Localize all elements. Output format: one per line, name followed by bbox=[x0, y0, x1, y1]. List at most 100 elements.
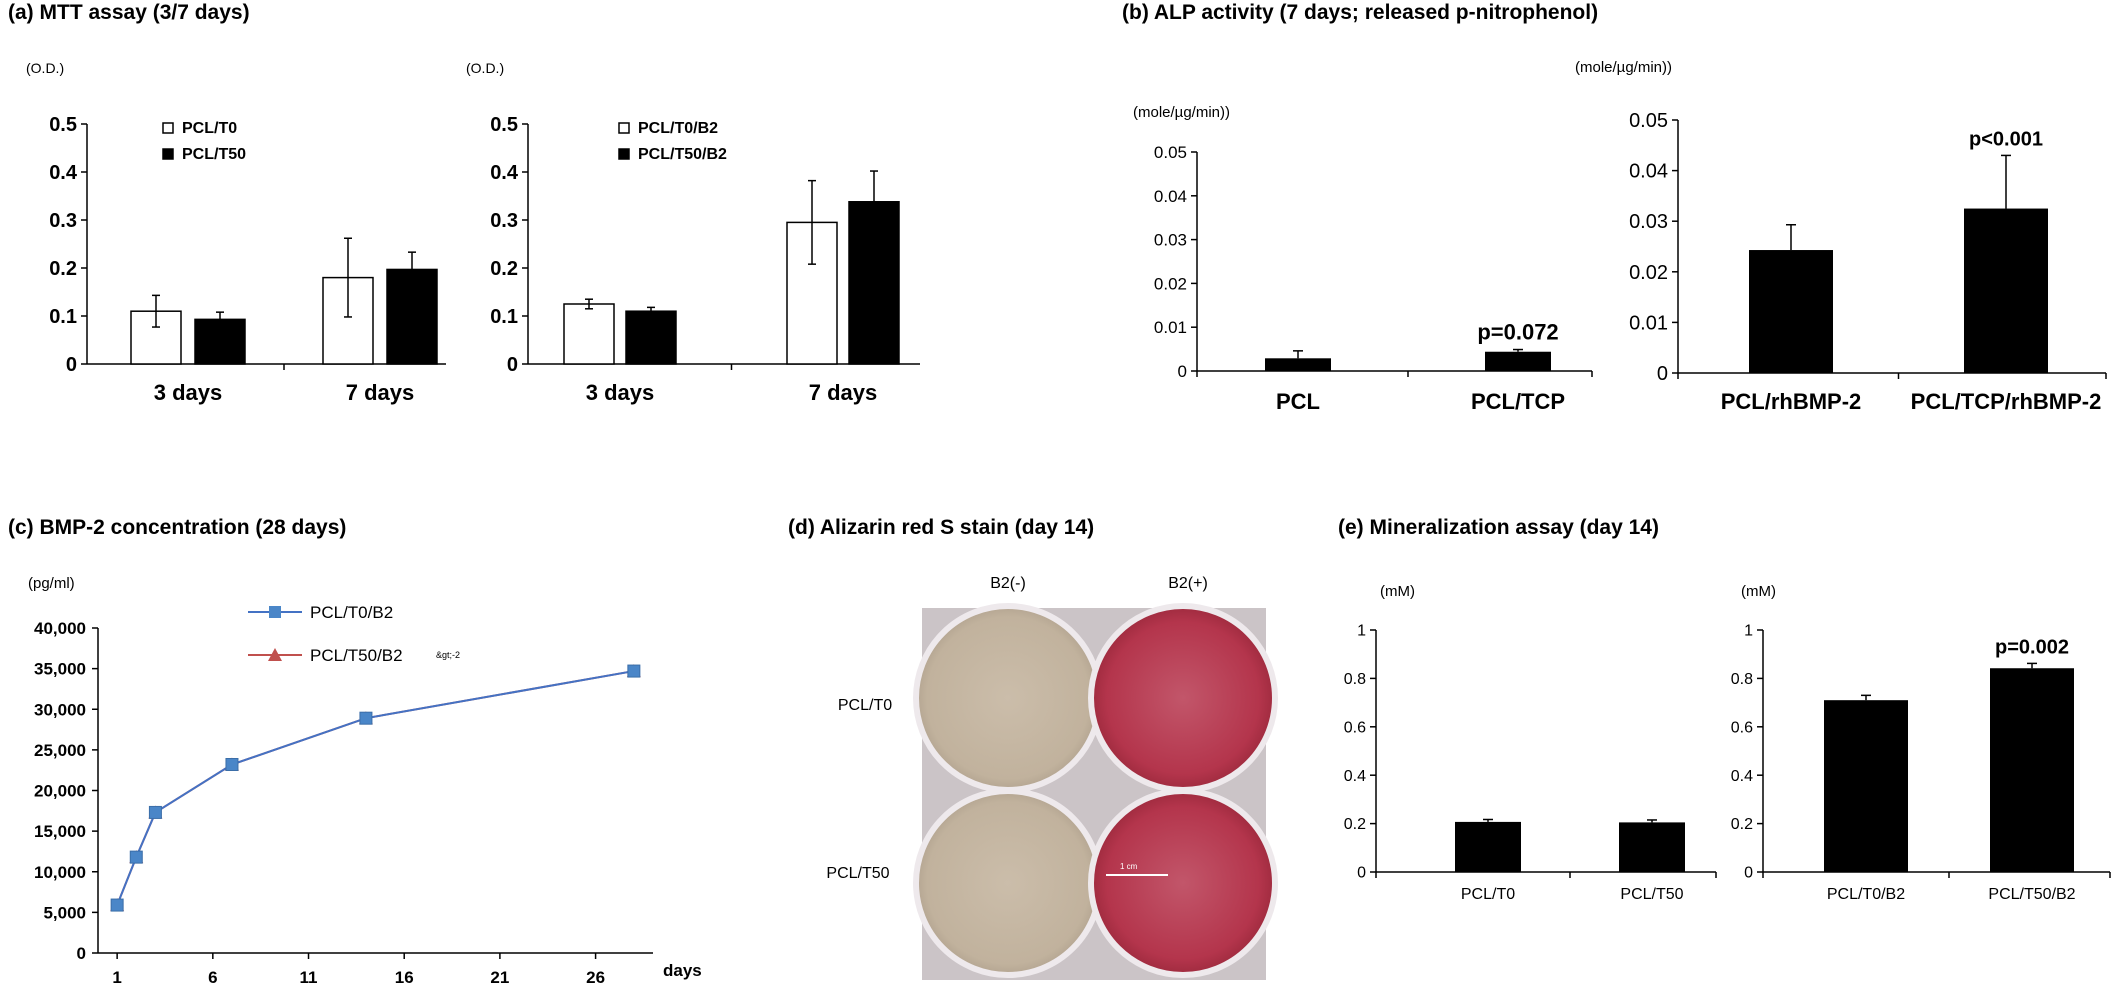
e1-bar bbox=[1455, 821, 1521, 872]
e1-y-tick-label: 1 bbox=[1357, 623, 1366, 640]
b2-y-tick-label: 0.02 bbox=[1629, 262, 1668, 284]
c-y-tick-label: 35,000 bbox=[34, 660, 86, 679]
b2-x-tick-label: PCL/rhBMP-2 bbox=[1721, 389, 1862, 414]
a1-y-tick-label: 0 bbox=[66, 354, 77, 376]
a1-y-tick-label: 0.5 bbox=[49, 114, 77, 136]
b1-y-tick-label: 0.03 bbox=[1154, 231, 1187, 250]
a1-x-tick-label: 3 days bbox=[154, 380, 223, 405]
e2-bar bbox=[1990, 668, 2074, 872]
e2-unit-label: (mM) bbox=[1741, 583, 1776, 600]
e2-y-tick-label: 0.6 bbox=[1731, 719, 1753, 736]
b1-bar bbox=[1265, 358, 1331, 371]
b1-x-tick-label: PCL bbox=[1276, 389, 1320, 414]
c-stray-text: &gt;-2 bbox=[436, 650, 460, 660]
b2-bar bbox=[1964, 208, 2048, 373]
dish-pcl-t50-b2-plus bbox=[1088, 788, 1278, 978]
a2-y-tick-label: 0 bbox=[507, 354, 518, 376]
c-y-tick-label: 15,000 bbox=[34, 822, 86, 841]
c-x-tick-label: 1 bbox=[112, 968, 121, 987]
a1-y-tick-label: 0.1 bbox=[49, 306, 77, 328]
a2-y-tick-label: 0.4 bbox=[490, 162, 519, 184]
a1-y-tick-label: 0.2 bbox=[49, 258, 77, 280]
e1-x-tick-label: PCL/T50 bbox=[1620, 886, 1683, 903]
c-point bbox=[129, 850, 143, 864]
panel-b-title: (b) ALP activity (7 days; released p-nit… bbox=[1122, 1, 1598, 24]
a2-y-tick-label: 0.1 bbox=[490, 306, 518, 328]
c-x-tick-label: 16 bbox=[395, 968, 414, 987]
c-point bbox=[148, 805, 162, 819]
b1-y-tick-label: 0.01 bbox=[1154, 318, 1187, 337]
panel-a-title: (a) MTT assay (3/7 days) bbox=[8, 1, 250, 24]
a2-bar bbox=[563, 303, 615, 365]
b1-unit-label: (mole/µg/min)) bbox=[1133, 104, 1230, 121]
b2-unit-label: (mole/µg/min)) bbox=[1575, 59, 1672, 76]
e2-y-tick-label: 0.2 bbox=[1731, 816, 1753, 833]
a2-y-tick-label: 0.3 bbox=[490, 210, 518, 232]
c-x-tick-label: 21 bbox=[490, 968, 509, 987]
c-legend-label: PCL/T50/B2 bbox=[310, 646, 403, 665]
e2-x-tick-label: PCL/T50/B2 bbox=[1988, 886, 2075, 903]
e1-bar bbox=[1619, 822, 1685, 872]
a1-y-tick-label: 0.4 bbox=[49, 162, 78, 184]
c-x-axis-label: days bbox=[663, 961, 702, 980]
b2-y-tick-label: 0.04 bbox=[1629, 161, 1668, 183]
col-label-b2-minus: B2(-) bbox=[990, 575, 1026, 592]
b1-x-tick-label: PCL/TCP bbox=[1471, 389, 1565, 414]
c-y-tick-label: 5,000 bbox=[43, 903, 86, 922]
c-y-tick-label: 25,000 bbox=[34, 741, 86, 760]
b1-y-tick-label: 0.05 bbox=[1154, 143, 1187, 162]
b1-bar bbox=[1485, 351, 1551, 371]
e1-y-tick-label: 0.8 bbox=[1344, 671, 1366, 688]
a1-legend-swatch bbox=[162, 148, 174, 160]
e1-y-tick-label: 0.2 bbox=[1344, 816, 1366, 833]
c-y-tick-label: 20,000 bbox=[34, 782, 86, 801]
e1-unit-label: (mM) bbox=[1380, 583, 1415, 600]
e2-y-tick-label: 1 bbox=[1744, 623, 1753, 640]
c-y-tick-label: 30,000 bbox=[34, 700, 86, 719]
a1-unit-label: (O.D.) bbox=[26, 60, 64, 76]
charts: (O.D.) 0 0.1 0.2 0.3 0.4 0.5 PCL/T0 PCL/T50 3 day… bbox=[26, 59, 2111, 987]
a1-x-tick-label: 7 days bbox=[346, 380, 415, 405]
c-legend-label: PCL/T0/B2 bbox=[310, 603, 393, 622]
b2-y-tick-label: 0.03 bbox=[1629, 211, 1668, 233]
e1-y-tick-label: 0.6 bbox=[1344, 719, 1366, 736]
a2-legend-swatch bbox=[618, 148, 630, 160]
b1-y-tick-label: 0.04 bbox=[1154, 187, 1187, 206]
panel-c-title: (c) BMP-2 concentration (28 days) bbox=[8, 516, 346, 539]
c-x-tick-label: 11 bbox=[300, 968, 318, 987]
c-x-tick-label: 6 bbox=[208, 968, 217, 987]
a2-y-tick-label: 0.2 bbox=[490, 258, 518, 280]
b2-x-tick-label: PCL/TCP/rhBMP-2 bbox=[1911, 389, 2102, 414]
c-point bbox=[110, 898, 124, 912]
b2-annotation: p<0.001 bbox=[1969, 128, 2043, 150]
scale-bar-label: 1 cm bbox=[1120, 862, 1138, 871]
a2-legend-label: PCL/T50/B2 bbox=[638, 146, 727, 163]
b1-y-tick-label: 0 bbox=[1178, 362, 1187, 381]
a2-bar bbox=[625, 310, 677, 365]
a2-x-tick-label: 7 days bbox=[809, 380, 878, 405]
row-label-pcl-t50: PCL/T50 bbox=[826, 865, 889, 882]
b2-y-tick-label: 0.05 bbox=[1629, 110, 1668, 132]
e2-x-tick-label: PCL/T0/B2 bbox=[1827, 886, 1905, 903]
e1-y-tick-label: 0 bbox=[1357, 865, 1366, 882]
e2-bar bbox=[1824, 700, 1908, 872]
b2-y-tick-label: 0 bbox=[1657, 363, 1668, 385]
a2-legend-label: PCL/T0/B2 bbox=[638, 120, 718, 137]
alizarin-photo: B2(-) B2(+) PCL/T0 PCL/T50 1 cm bbox=[826, 575, 1278, 980]
e2-annotation: p=0.002 bbox=[1995, 636, 2069, 658]
c-legend-marker bbox=[269, 606, 281, 618]
b1-y-tick-label: 0.02 bbox=[1154, 274, 1187, 293]
a1-legend-label: PCL/T0 bbox=[182, 120, 237, 137]
e1-y-tick-label: 0.4 bbox=[1344, 768, 1366, 785]
b2-y-tick-label: 0.01 bbox=[1629, 312, 1668, 334]
b2-bar bbox=[1749, 250, 1833, 373]
a1-legend-label: PCL/T50 bbox=[182, 146, 246, 163]
a2-x-tick-label: 3 days bbox=[586, 380, 655, 405]
c-series-line bbox=[116, 670, 635, 906]
panel-e-title: (e) Mineralization assay (day 14) bbox=[1338, 516, 1659, 539]
c-y-tick-label: 40,000 bbox=[34, 619, 86, 638]
dish-pcl-t0-b2-plus bbox=[1088, 603, 1278, 793]
c-y-tick-label: 10,000 bbox=[34, 863, 86, 882]
e2-y-tick-label: 0 bbox=[1744, 865, 1753, 882]
